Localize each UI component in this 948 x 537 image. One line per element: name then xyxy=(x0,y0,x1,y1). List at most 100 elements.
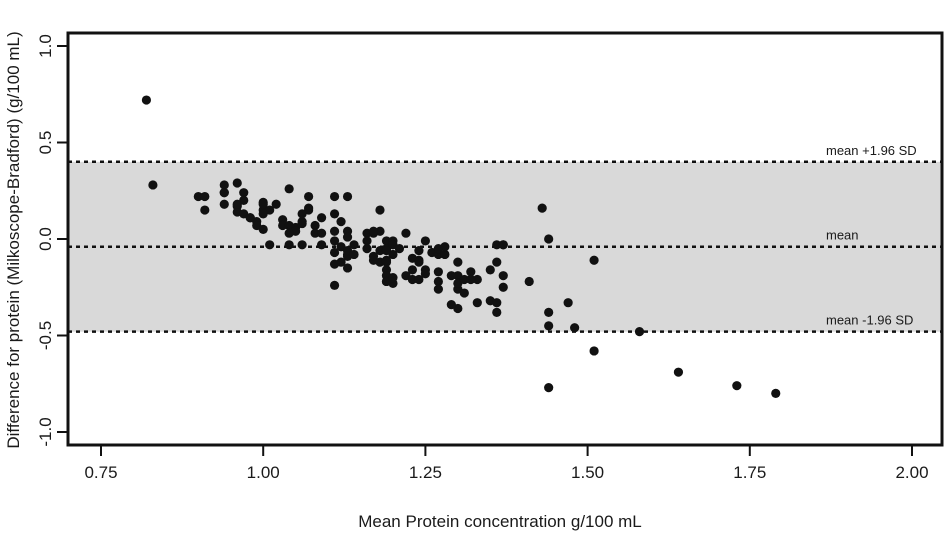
data-point xyxy=(329,236,340,246)
data-point xyxy=(219,188,229,198)
data-point xyxy=(537,203,547,213)
data-point xyxy=(485,265,495,275)
data-point xyxy=(433,267,443,277)
data-point xyxy=(498,271,508,281)
data-point xyxy=(498,240,508,250)
x-tick-label: 1.50 xyxy=(571,463,604,482)
data-point xyxy=(433,284,443,294)
data-point xyxy=(388,273,398,283)
data-point xyxy=(446,271,456,281)
data-point xyxy=(362,244,372,254)
data-point xyxy=(407,274,418,285)
x-tick-label: 1.75 xyxy=(733,463,766,482)
data-point xyxy=(368,226,379,236)
data-point xyxy=(492,257,502,267)
data-point xyxy=(420,236,430,246)
data-point xyxy=(284,228,294,238)
data-point xyxy=(278,220,288,231)
data-point xyxy=(544,307,554,317)
y-tick-label: 0.0 xyxy=(36,227,55,251)
data-point xyxy=(394,244,405,254)
lower_loa-label: mean -1.96 SD xyxy=(826,313,913,328)
data-point xyxy=(544,321,554,331)
x-tick-label: 1.00 xyxy=(247,463,280,482)
data-point xyxy=(589,255,599,265)
data-point xyxy=(297,218,307,229)
data-point xyxy=(200,191,210,202)
upper_loa-label: mean +1.96 SD xyxy=(826,143,917,158)
data-point xyxy=(414,274,424,285)
data-point xyxy=(316,228,327,238)
data-point xyxy=(232,199,242,209)
y-tick-label: 1.0 xyxy=(36,34,55,58)
data-point xyxy=(329,247,340,258)
data-point xyxy=(310,228,320,238)
data-point xyxy=(433,276,443,287)
data-point xyxy=(433,244,443,254)
data-point xyxy=(732,381,742,391)
data-point xyxy=(148,180,158,190)
data-point xyxy=(284,184,294,194)
data-point xyxy=(310,220,320,231)
data-points xyxy=(141,95,781,398)
x-axis-title: Mean Protein concentration g/100 mL xyxy=(358,512,642,531)
data-point xyxy=(297,240,307,250)
y-tick-label: 0.5 xyxy=(36,131,55,155)
data-point xyxy=(492,240,502,250)
data-point xyxy=(329,259,340,269)
data-point xyxy=(771,388,781,398)
data-point xyxy=(381,257,392,267)
data-point xyxy=(304,191,314,202)
data-point xyxy=(258,199,268,209)
data-point xyxy=(466,267,476,277)
data-point xyxy=(329,191,340,202)
data-point xyxy=(472,298,482,308)
y-tick-label: -0.5 xyxy=(36,321,55,350)
data-point xyxy=(258,209,268,219)
data-point xyxy=(420,269,430,279)
data-point xyxy=(414,245,424,256)
data-point xyxy=(381,245,392,256)
reference-lines: mean +1.96 SD mean mean -1.96 SD xyxy=(68,143,942,333)
data-point xyxy=(232,178,242,188)
data-point xyxy=(459,274,469,285)
x-tick-label: 1.25 xyxy=(409,463,442,482)
data-point xyxy=(329,226,340,236)
data-point xyxy=(141,95,152,105)
data-point xyxy=(453,257,463,267)
data-point xyxy=(349,240,359,250)
data-point xyxy=(336,217,346,227)
y-tick-label: -1.0 xyxy=(36,417,55,446)
data-point xyxy=(200,205,210,215)
y-axis-title: Difference for protein (Milkoscope-Bradf… xyxy=(4,31,23,448)
data-point xyxy=(459,288,469,298)
data-point xyxy=(563,298,573,308)
data-point xyxy=(673,367,684,377)
data-point xyxy=(492,307,502,317)
y-axis-ticks: -1.0 -0.5 0.0 0.5 1.0 xyxy=(36,34,68,447)
data-point xyxy=(245,213,255,223)
data-point xyxy=(375,226,385,236)
data-point xyxy=(342,232,353,242)
data-point xyxy=(368,251,379,261)
data-point xyxy=(446,300,456,310)
data-point xyxy=(440,249,450,260)
data-point xyxy=(401,228,411,238)
data-point xyxy=(342,263,353,273)
data-point xyxy=(492,298,502,308)
x-tick-label: 0.75 xyxy=(84,463,117,482)
data-point xyxy=(589,346,599,356)
data-point xyxy=(570,323,580,333)
data-point xyxy=(329,209,340,219)
data-point xyxy=(466,274,476,285)
data-point xyxy=(362,236,372,246)
data-point xyxy=(271,199,281,209)
data-point xyxy=(316,213,327,223)
data-point xyxy=(265,240,275,250)
data-point xyxy=(414,257,424,267)
data-point xyxy=(544,383,554,393)
data-point xyxy=(472,274,482,285)
data-point xyxy=(219,180,229,190)
data-point xyxy=(407,265,418,275)
data-point xyxy=(193,191,203,202)
